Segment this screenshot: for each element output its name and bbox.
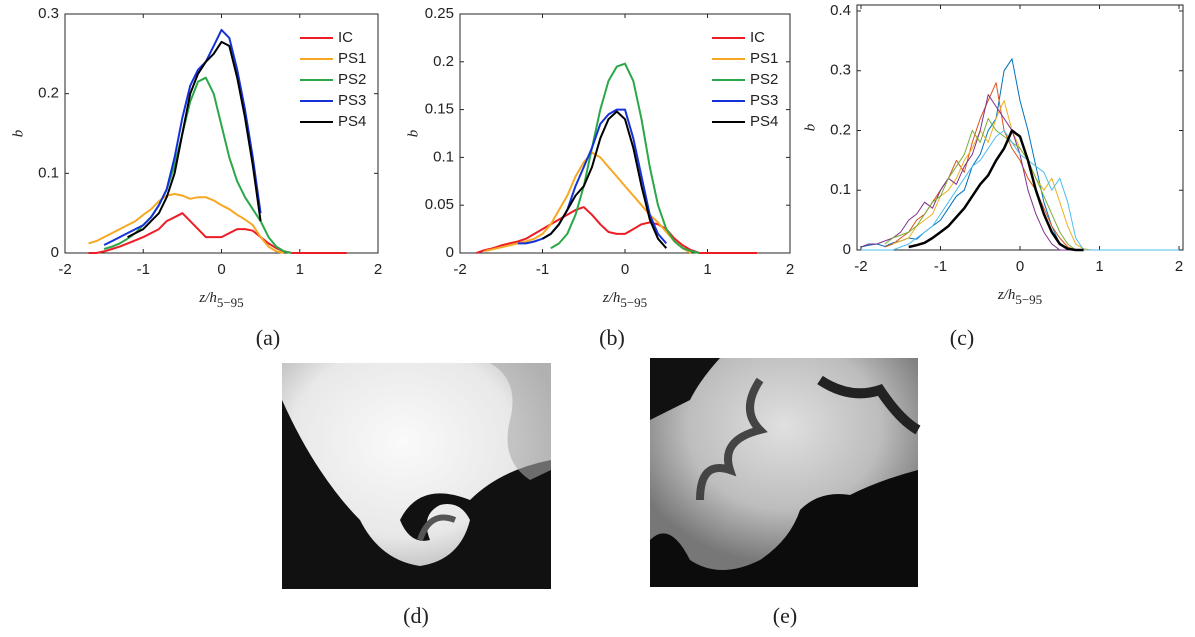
x-tick-label: 0 <box>217 261 225 278</box>
x-tick-label: 2 <box>786 261 794 278</box>
x-tick-label: -1 <box>536 261 549 278</box>
y-tick-label: 0 <box>446 244 454 261</box>
y-tick-label: 0.3 <box>830 62 851 79</box>
data-line <box>908 129 1084 252</box>
x-tick-label: -2 <box>58 261 71 278</box>
data-line <box>550 62 700 254</box>
legend-label: PS2 <box>338 71 366 88</box>
x-tick-label: 2 <box>374 261 382 278</box>
data-line <box>892 100 1092 251</box>
y-tick-label: 0.05 <box>425 196 454 213</box>
x-tick-label: -1 <box>934 258 947 275</box>
panel-label: (d) <box>403 603 429 628</box>
x-tick-label: 1 <box>1095 258 1103 275</box>
legend-label: IC <box>750 29 765 46</box>
data-line <box>884 118 1076 251</box>
panel-label: (b) <box>599 325 625 350</box>
y-tick-label: 0 <box>843 241 851 258</box>
y-tick-label: 0.1 <box>830 181 851 198</box>
legend-label: PS4 <box>750 113 778 130</box>
image-d <box>282 363 551 589</box>
data-line <box>884 82 1076 251</box>
y-axis-label: b <box>10 129 26 137</box>
panel-label: (a) <box>256 325 280 350</box>
y-tick-label: 0.2 <box>830 121 851 138</box>
data-line <box>127 40 262 238</box>
x-tick-label: 0 <box>621 261 629 278</box>
data-line <box>541 110 668 249</box>
legend-label: PS1 <box>338 50 366 67</box>
y-axis-label: b <box>405 129 421 137</box>
x-axis-label-main: z/h <box>198 290 217 306</box>
y-tick-label: 0.2 <box>38 85 59 102</box>
plot-area <box>856 4 1184 251</box>
x-axis-label: z/h5−95 <box>602 290 647 310</box>
y-tick-label: 0.3 <box>38 5 59 22</box>
x-axis-label-subscript: 5−95 <box>217 295 244 310</box>
y-axis-label: b <box>802 123 818 131</box>
y-tick-label: 0.15 <box>425 101 454 118</box>
legend-label: PS4 <box>338 113 366 130</box>
x-axis-label-subscript: 5−95 <box>1015 292 1042 307</box>
plot-area <box>459 13 791 254</box>
panel-label: (c) <box>950 325 974 350</box>
y-tick-label: 0.2 <box>433 53 454 70</box>
data-line <box>88 212 347 254</box>
data-line <box>476 206 757 254</box>
x-axis-label-main: z/h <box>997 287 1016 303</box>
y-tick-label: 0 <box>51 244 59 261</box>
data-line <box>88 193 285 254</box>
legend-label: PS1 <box>750 50 778 67</box>
legend-label: PS2 <box>750 71 778 88</box>
y-tick-label: 0.1 <box>38 164 59 181</box>
x-axis-label-subscript: 5−95 <box>620 295 647 310</box>
image-e <box>650 358 921 587</box>
x-axis-label-main: z/h <box>602 290 621 306</box>
y-tick-label: 0.1 <box>433 148 454 165</box>
x-axis-label: z/h5−95 <box>997 287 1042 307</box>
data-line <box>103 28 262 246</box>
panel-label: (e) <box>773 603 797 628</box>
legend-label: IC <box>338 29 353 46</box>
x-tick-label: -2 <box>453 261 466 278</box>
x-tick-label: 2 <box>1175 258 1183 275</box>
x-tick-label: -1 <box>137 261 150 278</box>
x-tick-label: 0 <box>1016 258 1024 275</box>
plot-area <box>64 13 379 254</box>
x-tick-label: -2 <box>854 258 867 275</box>
y-tick-label: 0.4 <box>830 2 851 19</box>
x-axis-label: z/h5−95 <box>198 290 243 310</box>
legend-label: PS3 <box>750 92 778 109</box>
x-tick-label: 1 <box>703 261 711 278</box>
x-tick-label: 1 <box>296 261 304 278</box>
legend-label: PS3 <box>338 92 366 109</box>
data-line <box>861 130 1179 251</box>
y-tick-label: 0.25 <box>425 5 454 22</box>
